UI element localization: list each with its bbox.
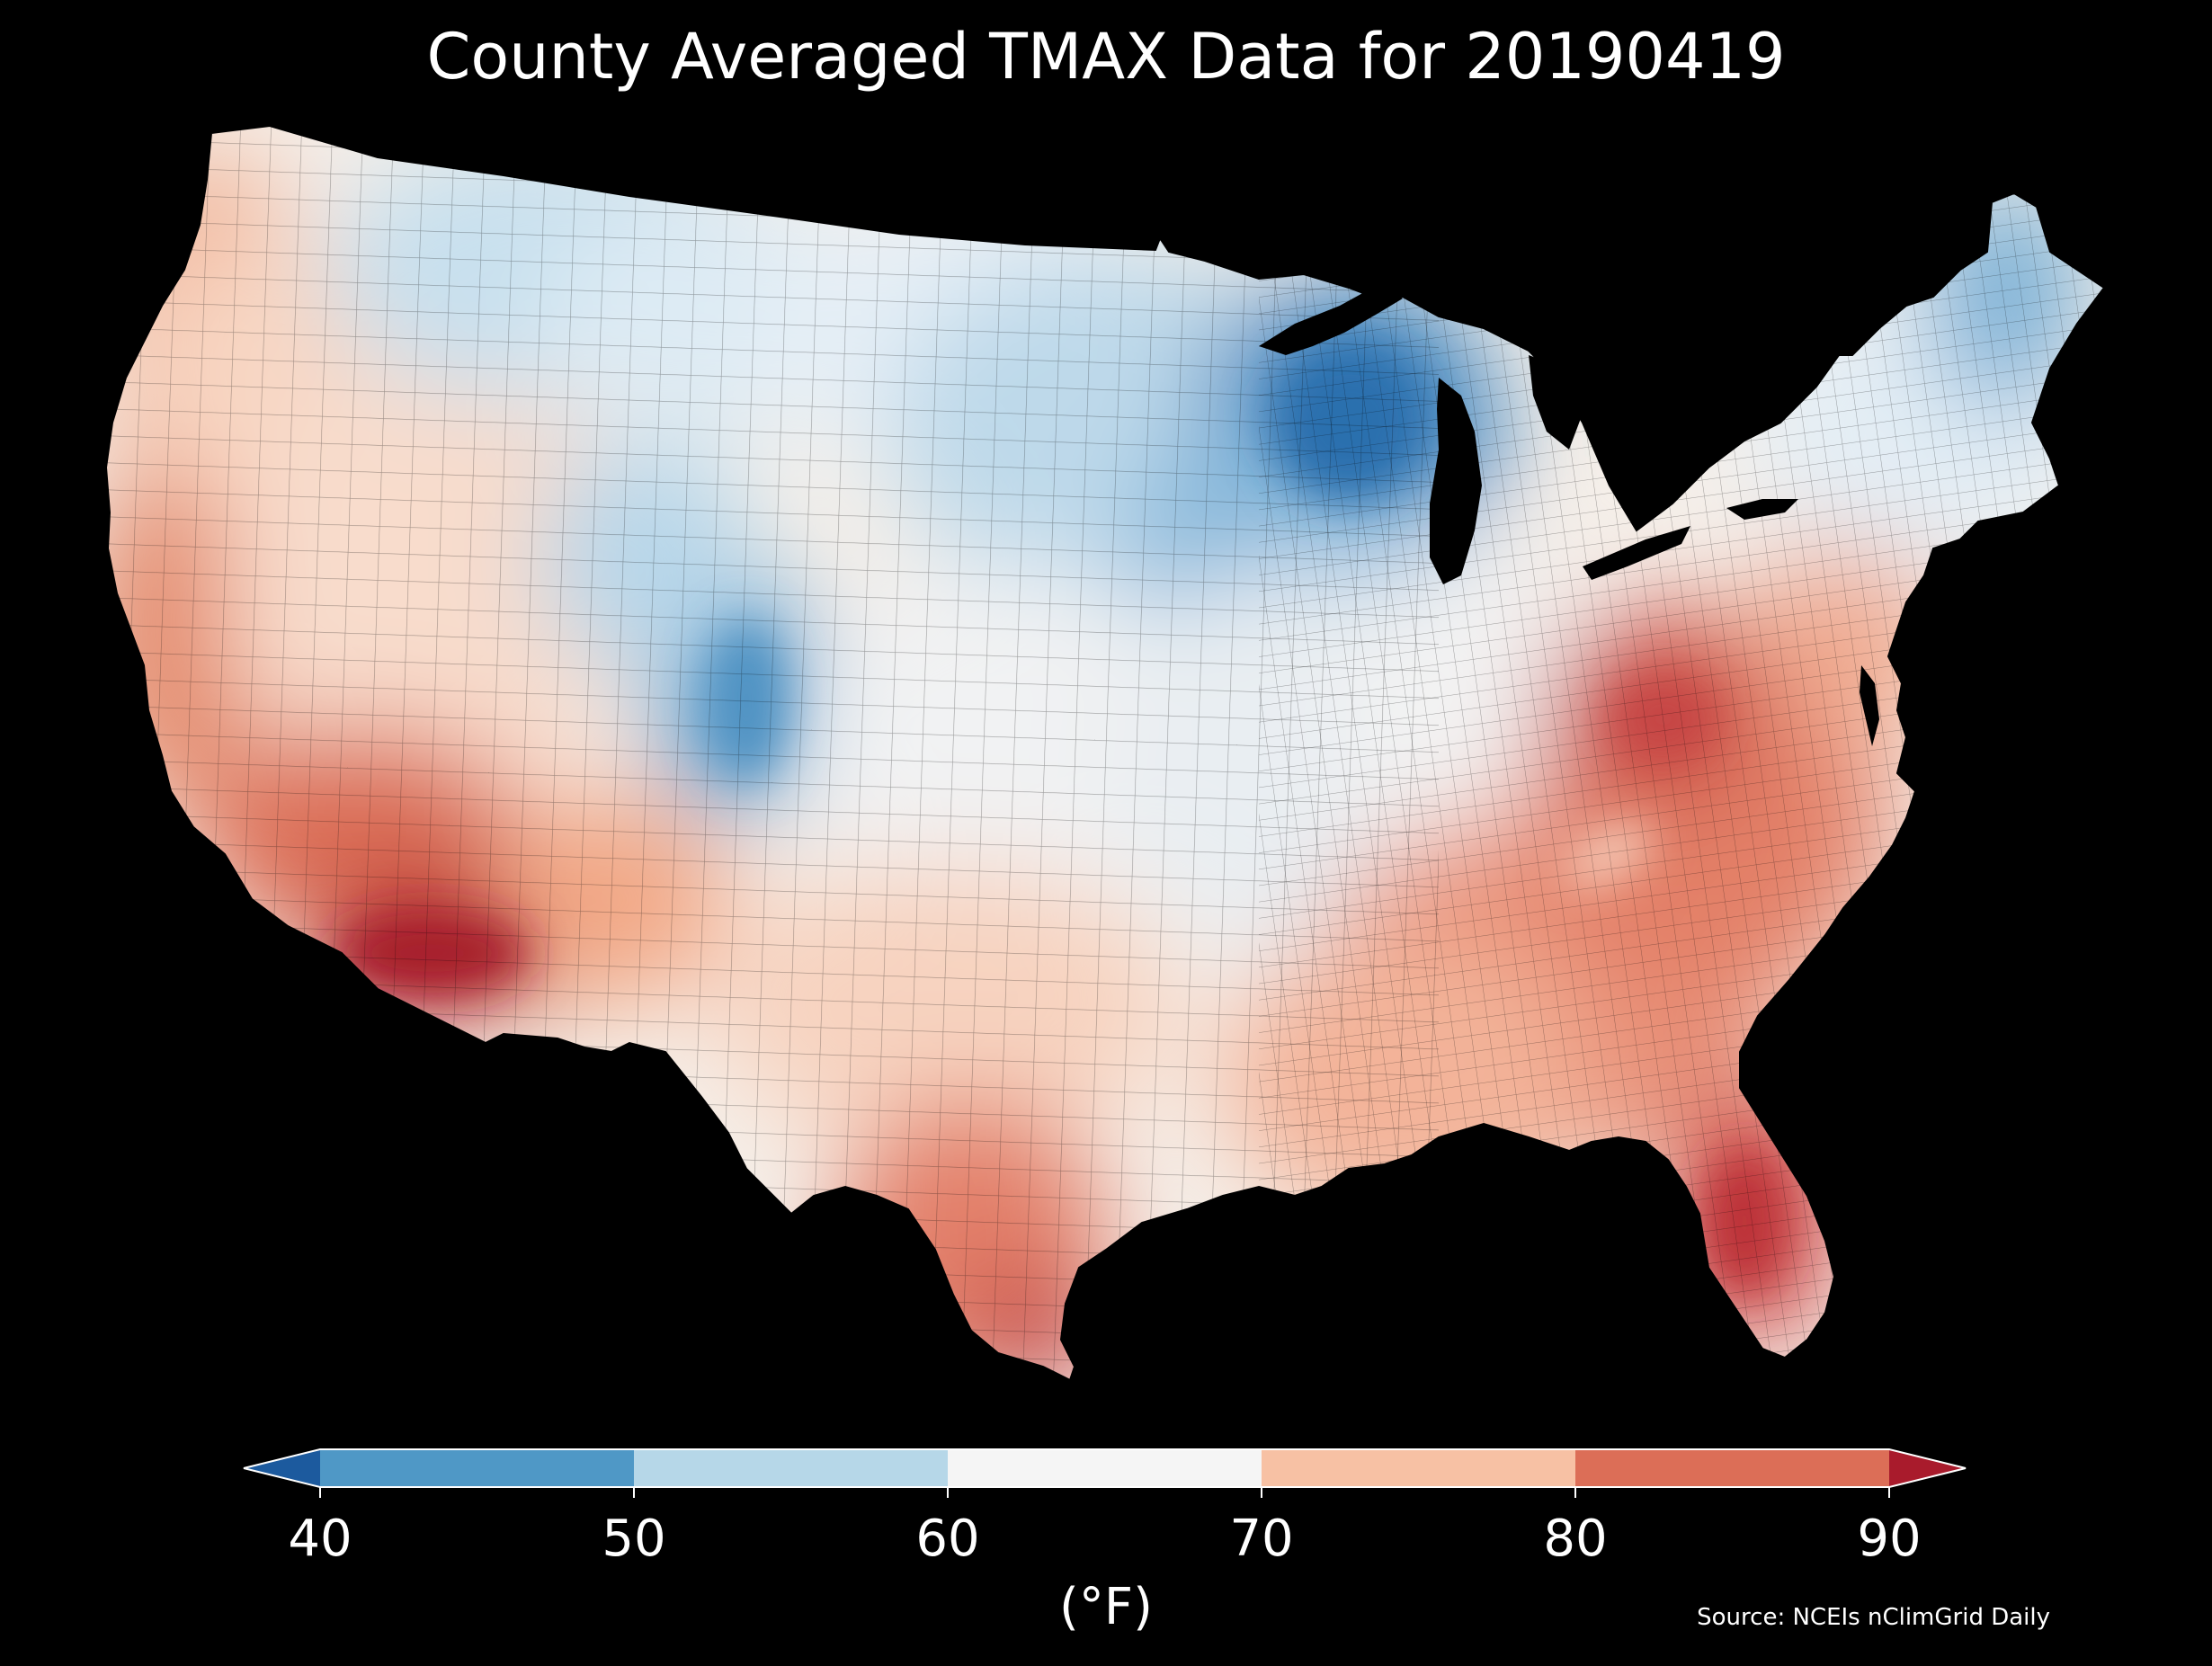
colorbar-tick-label: 80 bbox=[1543, 1510, 1608, 1568]
source-credit: Source: NCEIs nClimGrid Daily bbox=[1697, 1604, 2050, 1631]
colorbar-tick-label: 50 bbox=[602, 1510, 666, 1568]
colorbar-units-label: (°F) bbox=[1059, 1578, 1153, 1636]
great-lakes bbox=[1259, 286, 1879, 746]
chesapeake-bay bbox=[1860, 665, 1879, 746]
colorbar-bin bbox=[948, 1449, 1262, 1487]
colorbar-bin bbox=[244, 1449, 320, 1487]
lake-ontario bbox=[1726, 499, 1798, 520]
colorbar-tick-label: 60 bbox=[915, 1510, 980, 1568]
lake-superior bbox=[1259, 286, 1403, 355]
lake-michigan bbox=[1430, 378, 1482, 584]
colorbar-tick-label: 70 bbox=[1229, 1510, 1294, 1568]
colorbar-tick-label: 90 bbox=[1857, 1510, 1922, 1568]
colorbar-bin bbox=[1889, 1449, 1966, 1487]
colorbar-bin bbox=[634, 1449, 948, 1487]
colorbar-bin bbox=[320, 1449, 634, 1487]
lake-huron bbox=[1529, 355, 1583, 450]
colorbar-bin bbox=[1262, 1449, 1575, 1487]
colorbar-bin bbox=[1575, 1449, 1889, 1487]
lake-erie bbox=[1583, 526, 1690, 580]
colorbar-tick-label: 40 bbox=[288, 1510, 352, 1568]
map-title: County Averaged TMAX Data for 20190419 bbox=[426, 20, 1786, 94]
